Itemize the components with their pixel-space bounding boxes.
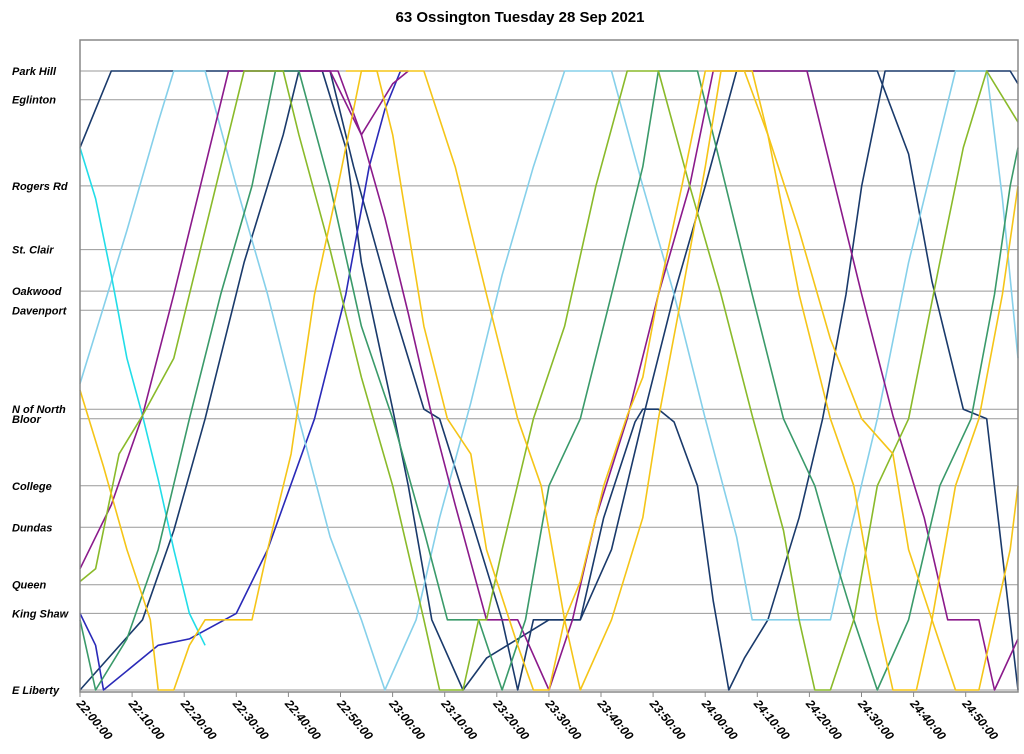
x-tick-label: 24:40:00 — [907, 696, 949, 743]
x-tick-label: 23:00:00 — [386, 696, 428, 743]
x-tick-label: 24:00:00 — [698, 696, 740, 743]
x-tick-label: 22:20:00 — [177, 696, 219, 743]
trip-line-7 — [79, 70, 1019, 691]
station-label: E Liberty — [12, 685, 60, 697]
station-label: N of North — [12, 404, 66, 416]
station-label: Park Hill — [12, 66, 57, 78]
x-tick-label: 24:30:00 — [855, 696, 897, 743]
trip-line-4 — [79, 147, 206, 646]
station-label: Eglinton — [12, 95, 56, 107]
x-tick-label: 22:50:00 — [334, 696, 376, 743]
plot-frame — [79, 39, 1019, 693]
station-label: St. Clair — [12, 245, 54, 257]
station-label: Davenport — [12, 305, 68, 317]
station-label: King Shaw — [12, 608, 70, 620]
x-tick-label: 23:50:00 — [646, 696, 688, 743]
x-tick-label: 23:20:00 — [490, 696, 532, 743]
station-label: Dundas — [12, 522, 52, 534]
x-tick-label: 24:10:00 — [750, 696, 792, 743]
x-tick-label: 22:40:00 — [281, 696, 323, 743]
trip-line-9 — [79, 70, 1019, 691]
x-tick-label: 23:30:00 — [542, 696, 584, 743]
chart-title: 63 Ossington Tuesday 28 Sep 2021 — [396, 9, 645, 26]
x-tick-label: 24:50:00 — [959, 696, 1001, 743]
station-labels: Park Hill Eglinton Rogers Rd St. Clair Oakwo… — [12, 66, 70, 697]
trip-line-6 — [298, 70, 409, 136]
trip-line-2 — [79, 70, 409, 691]
trip-line-5 — [79, 70, 1019, 691]
x-tick-label: 23:10:00 — [438, 696, 480, 743]
trip-line-10 — [345, 70, 1019, 691]
x-tick-label: 23:40:00 — [594, 696, 636, 743]
station-label: Bloor — [12, 414, 41, 426]
x-tick-label: 22:10:00 — [125, 696, 167, 743]
station-label: Queen — [12, 580, 47, 592]
x-tick-label: 24:20:00 — [802, 696, 844, 743]
x-tick-label: 22:30:00 — [229, 696, 271, 743]
station-label: Rogers Rd — [12, 181, 68, 193]
station-label: College — [12, 481, 52, 493]
time-axis-ticks: 22:00:00 22:10:00 22:20:00 22:30:00 22:40:00… — [73, 692, 1001, 743]
trip-lines — [79, 70, 1019, 691]
x-tick-label: 22:00:00 — [73, 696, 115, 743]
trip-line-8 — [79, 70, 1019, 691]
station-label: Oakwood — [12, 286, 62, 298]
